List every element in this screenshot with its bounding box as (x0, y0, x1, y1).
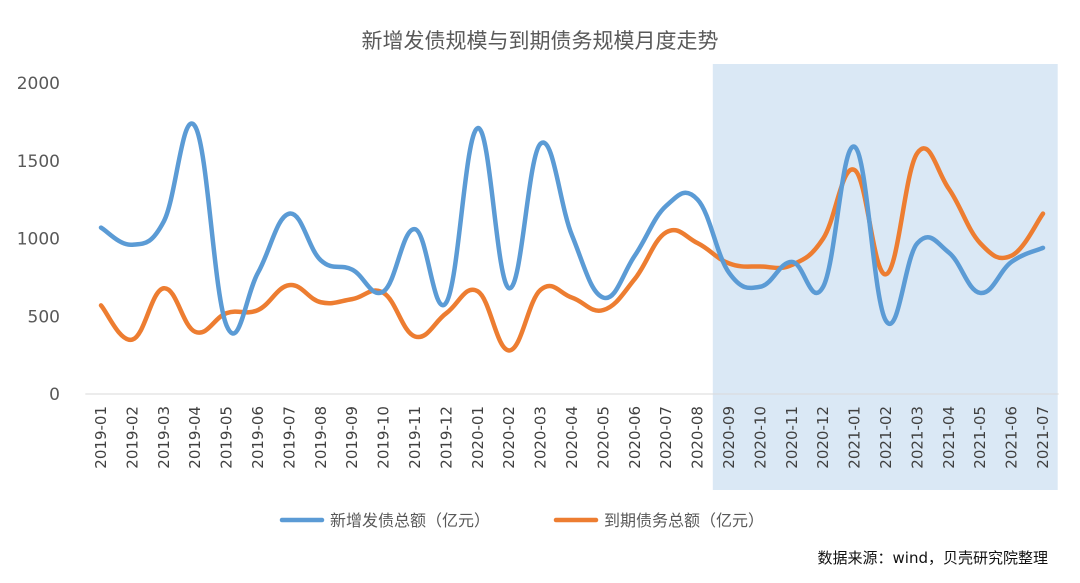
x-tick-label: 2021-02 (877, 406, 895, 469)
x-tick-label: 2021-06 (1003, 406, 1021, 469)
x-tick-label: 2019-06 (249, 406, 267, 469)
legend-label: 新增发债总额（亿元） (330, 511, 490, 530)
x-tick-label: 2019-09 (343, 406, 361, 469)
x-tick-label: 2021-03 (908, 406, 926, 469)
x-tick-label: 2020-10 (751, 406, 769, 469)
x-tick-label: 2019-08 (312, 406, 330, 469)
y-tick-label: 2000 (17, 74, 60, 94)
y-tick-label: 1000 (17, 230, 60, 250)
x-tick-label: 2021-04 (940, 406, 958, 469)
x-tick-label: 2020-12 (814, 406, 832, 469)
x-tick-label: 2021-01 (846, 406, 864, 469)
legend: 新增发债总额（亿元） 到期债务总额（亿元） (279, 511, 764, 530)
y-axis: 0 500 1000 1500 2000 (17, 74, 60, 405)
x-tick-label: 2019-04 (186, 406, 204, 469)
chart-title: 新增发债规模与到期债务规模月度走势 (362, 29, 719, 53)
x-tick-label: 2020-04 (563, 406, 581, 469)
x-tick-label: 2020-06 (626, 406, 644, 469)
x-tick-label: 2019-01 (92, 406, 110, 469)
x-tick-label: 2019-03 (155, 406, 173, 469)
x-tick-label: 2020-11 (783, 406, 801, 469)
x-tick-label: 2019-11 (406, 406, 424, 469)
y-tick-label: 1500 (17, 152, 60, 172)
x-tick-label: 2019-10 (375, 406, 393, 469)
x-tick-label: 2019-05 (218, 406, 236, 469)
x-tick-label: 2020-05 (594, 406, 612, 469)
series-line-0 (98, 121, 1046, 336)
x-axis: 2019-01 2019-02 2019-03 2019-04 2019-05 2019-… (92, 406, 1052, 469)
x-tick-label: 2021-07 (1034, 406, 1052, 469)
x-tick-label: 2020-01 (469, 406, 487, 469)
x-tick-label: 2019-02 (123, 406, 141, 469)
source-note: 数据来源：wind，贝壳研究院整理 (818, 549, 1048, 567)
x-tick-label: 2020-02 (500, 406, 518, 469)
x-tick-label: 2020-03 (532, 406, 550, 469)
x-tick-label: 2020-08 (689, 406, 707, 469)
x-tick-label: 2020-07 (657, 406, 675, 469)
x-tick-label: 2021-05 (971, 406, 989, 469)
series-lines (98, 121, 1046, 353)
x-tick-label: 2020-09 (720, 406, 738, 469)
legend-label: 到期债务总额（亿元） (604, 511, 764, 530)
y-tick-label: 500 (28, 307, 60, 327)
y-tick-label: 0 (49, 385, 60, 405)
x-tick-label: 2019-07 (280, 406, 298, 469)
x-tick-label: 2019-12 (437, 406, 455, 469)
